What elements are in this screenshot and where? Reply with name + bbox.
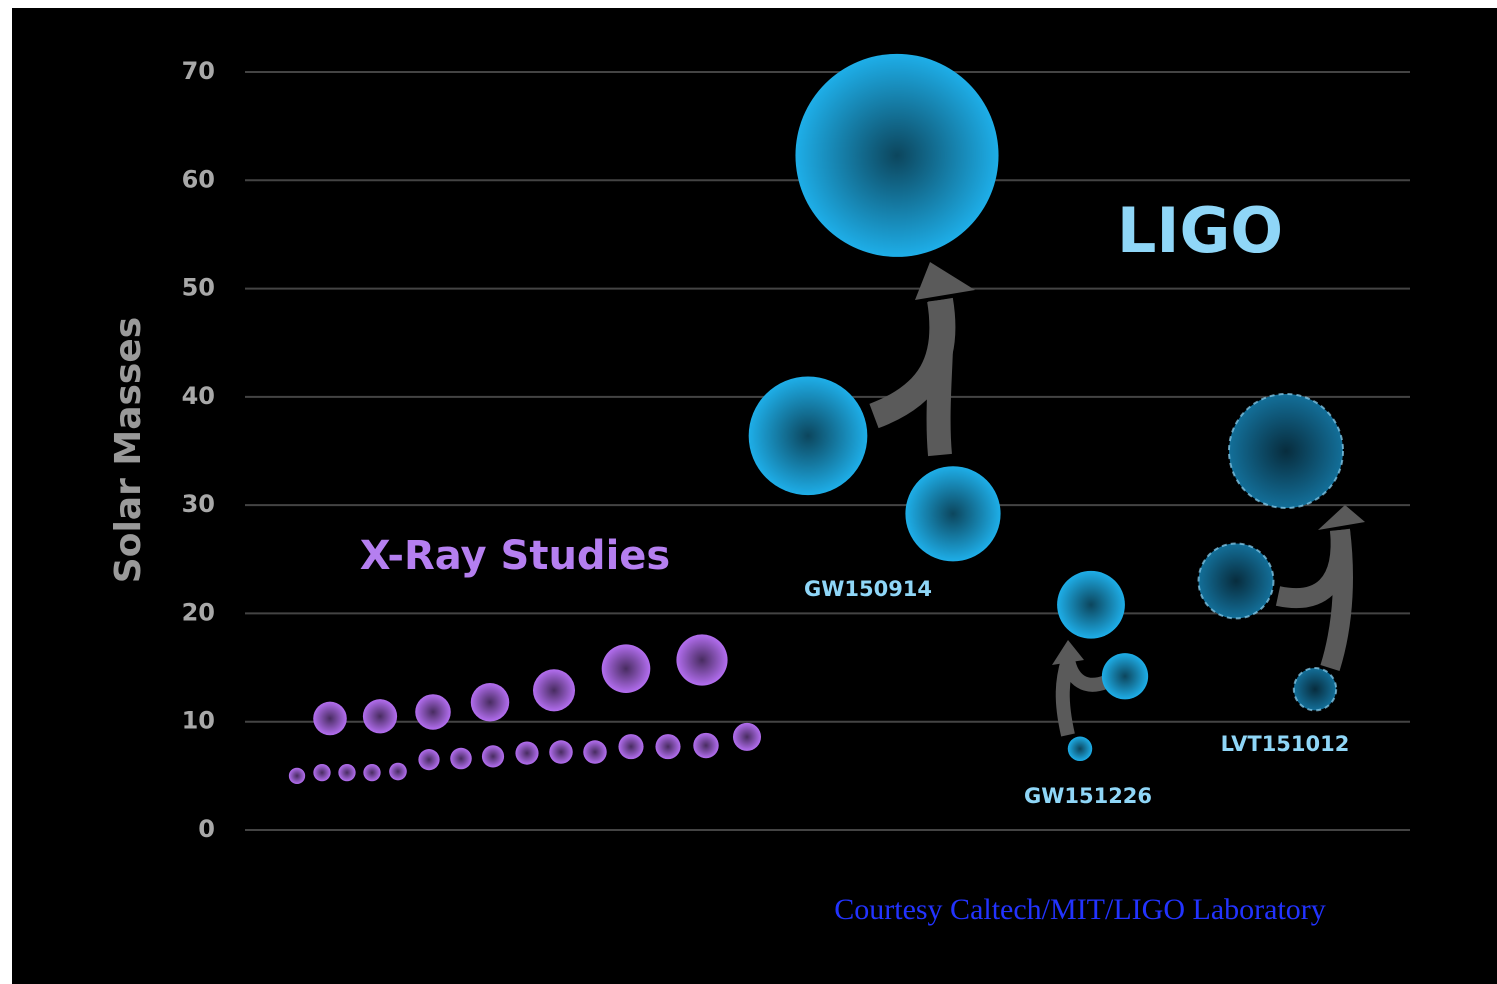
bubble-shade [470,682,510,722]
bubble-shade [418,749,440,771]
bubble-shade [313,763,331,782]
y-tick-label: 50 [182,274,215,302]
bubble-shade [389,762,407,781]
bubble-shade [693,732,719,759]
y-tick-label: 30 [182,490,215,518]
y-tick-label: 40 [182,382,215,410]
bubble-shade [1293,668,1337,711]
bubble-shade [618,734,644,760]
bubble-shade [288,767,306,785]
bubble-shade [1228,393,1344,509]
bubble-shade [795,53,999,257]
arrow-head [915,262,975,300]
y-tick-label: 10 [182,707,215,735]
bubble-shade [362,699,398,734]
credit: Courtesy Caltech/MIT/LIGO Laboratory [834,893,1326,926]
group-label: X-Ray Studies [360,533,670,579]
bubble-shade [363,763,381,782]
bubble-shade [515,741,539,765]
y-tick-label: 60 [182,165,215,193]
merge-arrow [926,298,954,457]
bubble-shade [905,466,1001,562]
bubble-shade [655,734,681,760]
bubble-shade [1067,736,1093,762]
event-label: GW151226 [1024,784,1152,808]
y-tick-label: 70 [182,57,215,85]
bubble-shade [1101,653,1149,700]
bubble-shade [1198,543,1274,619]
bubble-shade [1057,570,1125,639]
group-label: LIGO [1117,194,1283,267]
bubble-shade [481,745,505,768]
bubble-shade [549,740,573,764]
bubble-shade [601,644,651,693]
bubble-shade [313,701,347,736]
bubble-shade [338,763,356,782]
bubble-shade [676,634,728,686]
merge-arrow [1061,658,1109,692]
bubble-shade [532,669,576,712]
event-label: GW150914 [804,577,932,601]
bubble-shade [450,747,472,770]
bubble-shade [583,740,607,764]
arrows [869,262,1365,737]
y-tick-label: 0 [198,815,215,843]
arrow-head [1318,505,1365,530]
bubble-shade [748,376,868,496]
bubble-shade [415,694,451,730]
y-tick-label: 20 [182,598,215,626]
merge-arrow [1320,528,1353,671]
y-axis-title: Solar Masses [108,317,149,583]
bubble-shade [732,722,762,751]
event-label: LVT151012 [1221,732,1350,756]
arrow-head [1052,640,1084,665]
